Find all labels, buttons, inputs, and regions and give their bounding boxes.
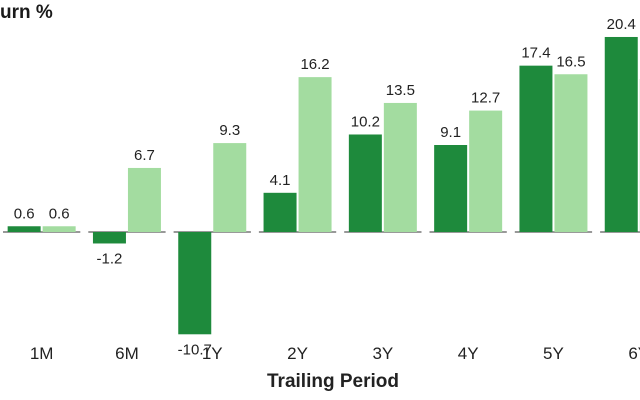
bar	[263, 192, 297, 232]
data-label: -10.7	[178, 341, 212, 358]
x-tick-label: 5Y	[543, 344, 564, 363]
data-label: 17.4	[521, 45, 550, 62]
bar	[298, 77, 332, 233]
bar	[7, 226, 41, 232]
bar	[469, 110, 503, 232]
bar	[42, 226, 76, 232]
x-tick-label: 4Y	[458, 344, 479, 363]
bar	[434, 145, 468, 232]
data-label: 12.7	[471, 90, 500, 107]
x-tick-label: 6Y	[628, 344, 640, 363]
data-label: 9.1	[440, 124, 461, 141]
data-label: 6.7	[134, 147, 155, 164]
x-tick-label: 1Y	[202, 344, 223, 363]
bar	[92, 232, 126, 244]
bar	[383, 102, 417, 232]
data-label: 10.2	[351, 113, 380, 130]
x-tick-label: 1M	[30, 344, 54, 363]
data-label: 20.4	[607, 16, 636, 33]
data-label: 0.6	[49, 205, 70, 222]
x-tick-label: 2Y	[287, 344, 308, 363]
chart-title: urn %	[0, 2, 53, 23]
data-label: 0.6	[14, 205, 35, 222]
bar	[519, 65, 553, 232]
data-label: 9.3	[219, 122, 240, 139]
bar	[127, 167, 161, 232]
data-label: 13.5	[386, 82, 415, 99]
bar	[348, 134, 382, 232]
x-tick-label: 3Y	[372, 344, 393, 363]
data-label: 16.5	[556, 53, 585, 70]
data-label: 16.2	[300, 56, 329, 73]
bar	[213, 143, 247, 232]
data-label: 4.1	[270, 172, 291, 189]
x-tick-label: 6M	[115, 344, 139, 363]
plot-area: 0.6 0.6 1M -1.2 6.7 6M -10.7 9.3 1Y 4.1 16.2 2Y 10.2…	[3, 16, 640, 363]
x-axis-label: Trailing Period	[267, 371, 399, 392]
bar	[554, 74, 588, 232]
bar	[604, 36, 638, 233]
bar	[178, 232, 212, 335]
data-label: -1.2	[97, 250, 123, 267]
